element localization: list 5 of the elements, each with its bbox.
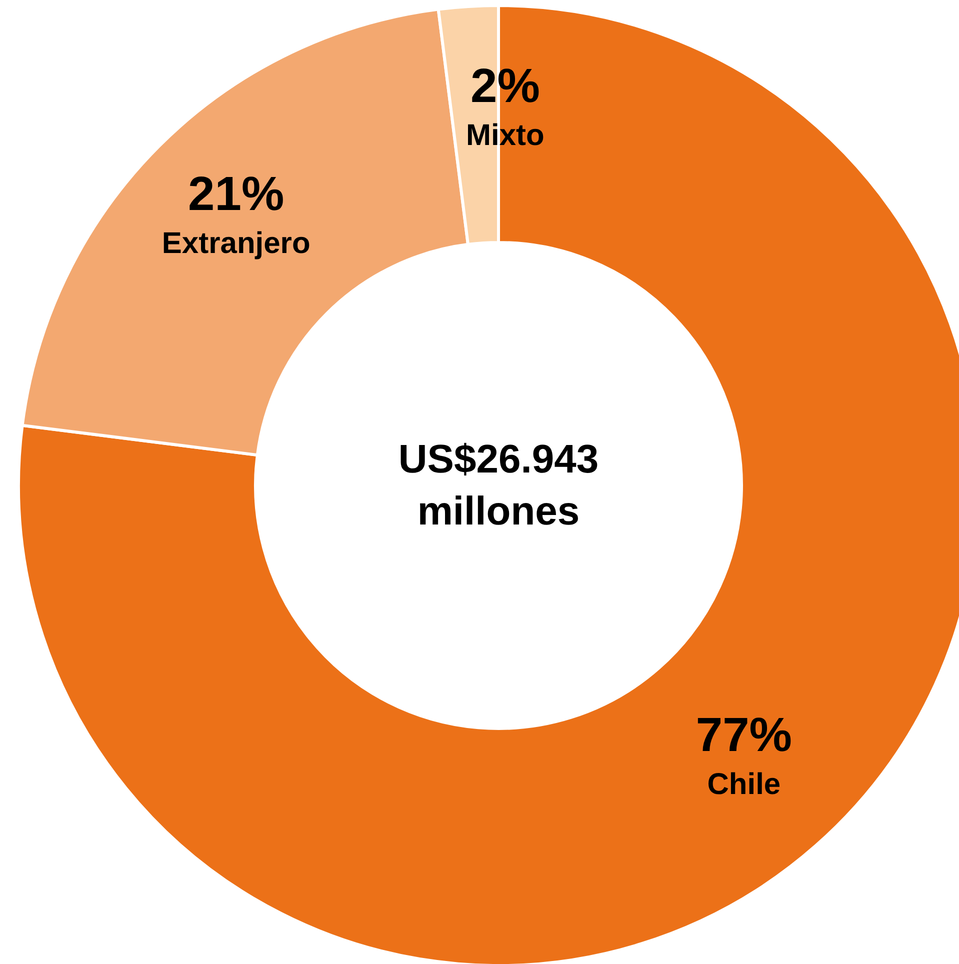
data-label: 21% <box>188 168 284 222</box>
text: US$26.943 millones <box>398 438 599 534</box>
data-label: 77% <box>696 708 792 762</box>
slice-label: Chile <box>707 768 781 801</box>
slice-label: Extranjero <box>162 227 310 260</box>
